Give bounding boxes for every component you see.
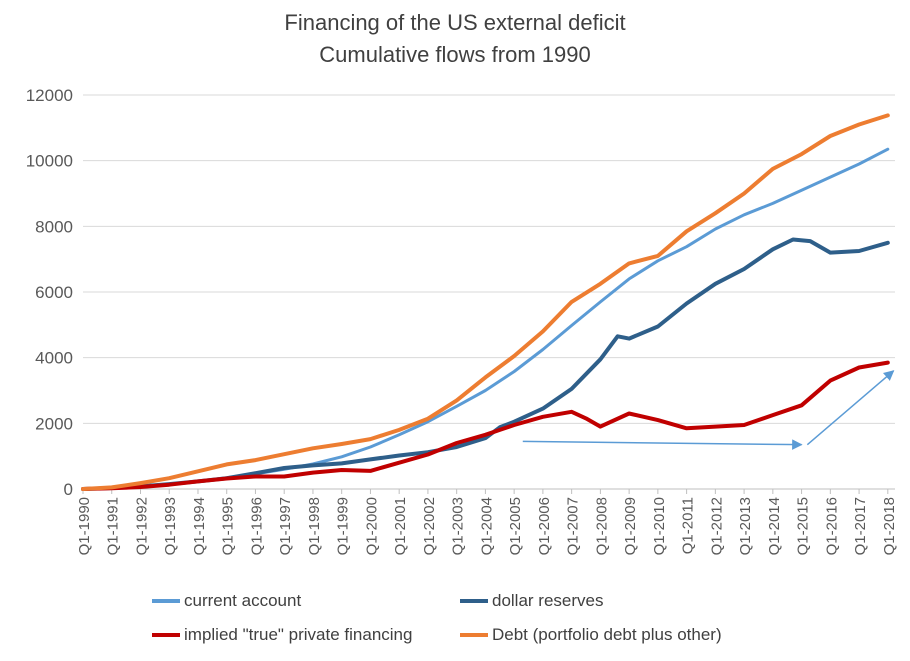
x-tick-label: Q1-2004	[478, 497, 495, 555]
x-tick-label: Q1-1992	[133, 497, 150, 555]
x-tick-label: Q1-1990	[76, 497, 93, 555]
legend-swatch-dollar-reserves	[460, 599, 488, 603]
x-tick-label: Q1-2005	[507, 497, 524, 555]
x-tick-label: Q1-2010	[651, 497, 668, 555]
chart-subtitle: Cumulative flows from 1990	[319, 42, 591, 67]
series-line-implied-true-private-financing	[81, 360, 890, 491]
x-tick-label: Q1-2013	[737, 497, 754, 555]
legend-swatch-current-account	[152, 599, 180, 603]
x-tick-label: Q1-1997	[277, 497, 294, 555]
legend-label-implied-private-financing: implied "true" private financing	[184, 625, 413, 644]
x-tick-label: Q1-2001	[392, 497, 409, 555]
legend-item-current-account: current account	[152, 591, 301, 611]
legend-swatch-implied-private-financing	[152, 633, 180, 637]
x-tick-label: Q1-1996	[248, 497, 265, 555]
annotation-arrow	[806, 370, 895, 446]
series-line-dollar-reserves	[81, 237, 890, 491]
y-tick-label: 0	[64, 480, 73, 499]
x-tick-label: Q1-1995	[220, 497, 237, 555]
y-tick-label: 12000	[26, 86, 73, 105]
x-tick-label: Q1-2008	[593, 497, 610, 555]
x-tick-label: Q1-1991	[105, 497, 122, 555]
y-tick-label: 6000	[35, 283, 73, 302]
legend-item-implied-private-financing: implied "true" private financing	[152, 625, 412, 645]
x-tick-label: Q1-2002	[421, 497, 438, 555]
x-tick-label: Q1-2015	[795, 497, 812, 555]
legend-item-debt: Debt (portfolio debt plus other)	[460, 625, 722, 645]
legend-label-dollar-reserves: dollar reserves	[492, 591, 604, 610]
x-tick-label: Q1-1999	[335, 497, 352, 555]
x-tick-label: Q1-2018	[881, 497, 898, 555]
x-tick-label: Q1-2000	[363, 497, 380, 555]
legend-item-dollar-reserves: dollar reserves	[460, 591, 604, 611]
x-tick-label: Q1-1993	[162, 497, 179, 555]
x-tick-label: Q1-2007	[565, 497, 582, 555]
y-tick-label: 10000	[26, 152, 73, 171]
x-tick-label: Q1-2003	[450, 497, 467, 555]
legend-label-debt: Debt (portfolio debt plus other)	[492, 625, 722, 644]
x-tick-label: Q1-2014	[766, 497, 783, 555]
x-tick-label: Q1-2016	[823, 497, 840, 555]
legend-swatch-debt	[460, 633, 488, 637]
x-tick-label: Q1-2011	[680, 497, 697, 554]
x-tick-label: Q1-1998	[306, 497, 323, 555]
annotation-arrow	[522, 439, 803, 450]
series-line-debt-portfolio-debt-plus-other	[81, 113, 890, 491]
chart-title: Financing of the US external deficit	[284, 10, 626, 35]
y-tick-label: 2000	[35, 414, 73, 433]
y-tick-label: 4000	[35, 349, 73, 368]
x-tick-label: Q1-2017	[852, 497, 869, 555]
x-tick-label: Q1-2006	[536, 497, 553, 555]
legend-label-current-account: current account	[184, 591, 302, 610]
x-tick-label: Q1-2009	[622, 497, 639, 555]
x-tick-label: Q1-1994	[191, 497, 208, 555]
x-tick-label: Q1-2012	[708, 497, 725, 555]
y-tick-label: 8000	[35, 217, 73, 236]
